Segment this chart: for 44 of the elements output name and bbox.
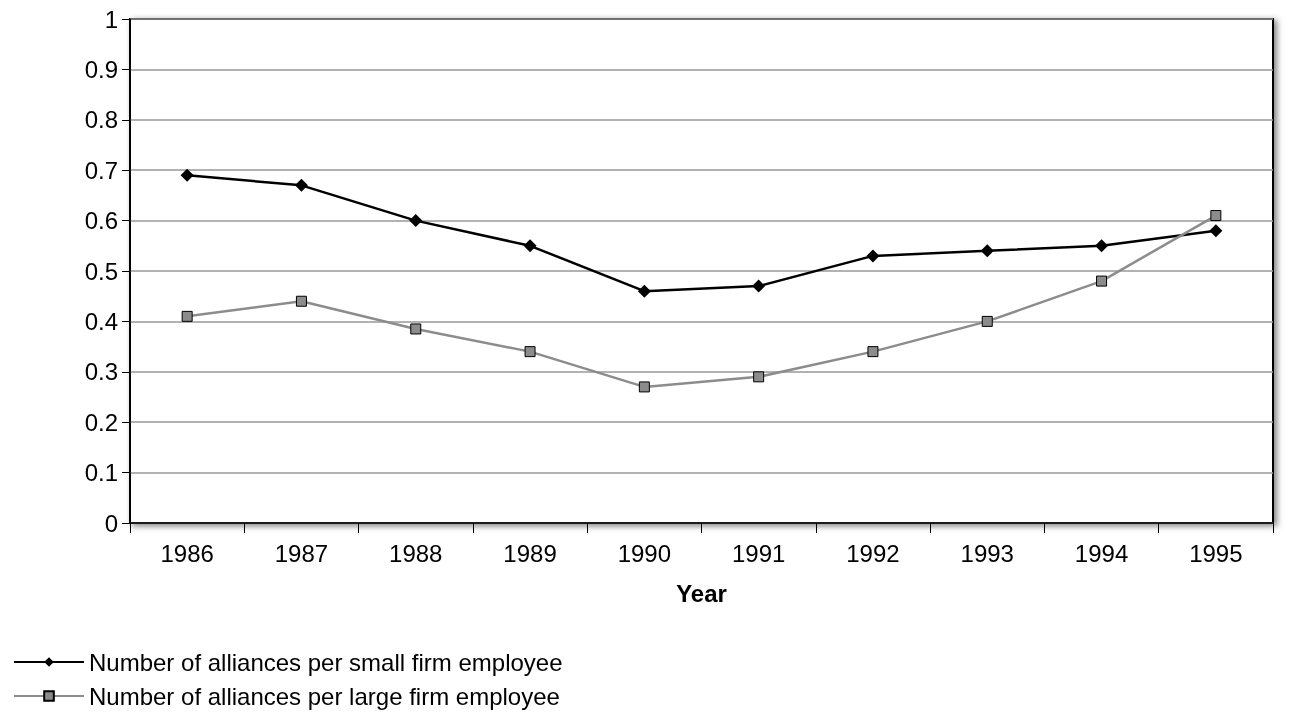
point xyxy=(1096,275,1108,287)
y-tick-label: 0.3 xyxy=(84,358,118,386)
x-tick-label: 1986 xyxy=(160,539,214,567)
point xyxy=(1209,224,1223,238)
point xyxy=(1210,210,1222,222)
x-tick-label: 1989 xyxy=(503,539,557,567)
x-tick-label: 1994 xyxy=(1074,539,1129,567)
x-tick-label: 1991 xyxy=(731,539,786,567)
point xyxy=(294,178,308,192)
x-tick-label: 1992 xyxy=(846,539,900,567)
legend-label: Number of alliances per small firm employee xyxy=(89,648,563,676)
x-tick-label: 1993 xyxy=(960,539,1014,567)
y-tick-label: 0.7 xyxy=(84,156,118,184)
point xyxy=(637,284,651,298)
point xyxy=(638,381,650,393)
y-tick-label: 0.1 xyxy=(84,459,118,487)
point xyxy=(980,244,994,258)
point xyxy=(523,239,537,253)
x-tick-label: 1995 xyxy=(1189,539,1243,567)
x-tick-label: 1990 xyxy=(617,539,672,567)
point xyxy=(410,323,422,335)
legend-label: Number of alliances per large firm employee xyxy=(89,682,560,710)
y-tick-label: 0 xyxy=(104,509,118,537)
x-axis-title: Year xyxy=(676,579,727,607)
point xyxy=(409,214,423,228)
point xyxy=(752,279,766,293)
y-tick-label: 0.4 xyxy=(84,307,118,335)
x-tick-label: 1987 xyxy=(274,539,329,567)
y-tick-label: 1 xyxy=(104,5,118,33)
point xyxy=(181,310,193,322)
point xyxy=(1095,239,1109,253)
y-tick-label: 0.8 xyxy=(84,106,118,134)
point xyxy=(753,371,765,383)
y-tick-label: 0.5 xyxy=(84,257,118,285)
point xyxy=(981,315,993,327)
point xyxy=(866,249,880,263)
point xyxy=(867,346,879,358)
point xyxy=(524,346,536,358)
y-tick-label: 0.9 xyxy=(84,55,118,83)
y-tick-label: 0.6 xyxy=(84,207,118,235)
point xyxy=(180,168,194,182)
y-tick-label: 0.2 xyxy=(84,408,118,436)
point xyxy=(295,295,307,307)
x-tick-label: 1988 xyxy=(389,539,443,567)
